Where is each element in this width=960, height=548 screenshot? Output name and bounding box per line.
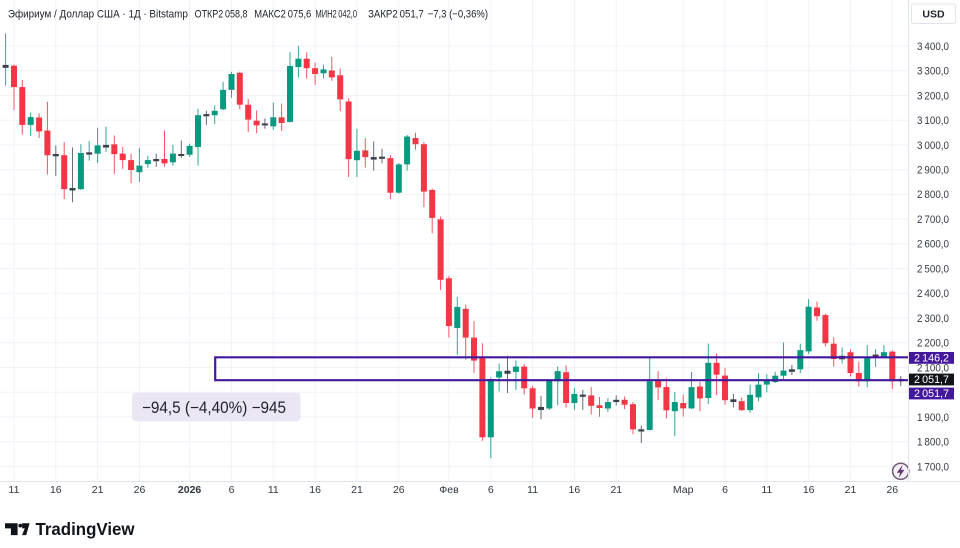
svg-text:2 900,0: 2 900,0 xyxy=(917,165,949,177)
svg-text:16: 16 xyxy=(569,484,581,496)
svg-text:3 300,0: 3 300,0 xyxy=(917,66,949,78)
svg-text:21: 21 xyxy=(351,484,363,496)
svg-text:21: 21 xyxy=(845,484,857,496)
svg-text:2 051,7: 2 051,7 xyxy=(914,388,949,400)
svg-text:11: 11 xyxy=(761,484,772,496)
svg-text:2 400,0: 2 400,0 xyxy=(917,288,949,300)
svg-text:Мар: Мар xyxy=(673,484,694,496)
svg-text:−7,3 (−0,36%): −7,3 (−0,36%) xyxy=(428,9,488,21)
svg-text:1 700,0: 1 700,0 xyxy=(917,461,949,473)
svg-text:Эфириум / Доллар США · 1Д · Bi: Эфириум / Доллар США · 1Д · Bitstamp xyxy=(8,9,188,21)
svg-text:6: 6 xyxy=(229,484,235,496)
svg-text:16: 16 xyxy=(309,484,321,496)
svg-text:11: 11 xyxy=(268,484,279,496)
svg-text:6: 6 xyxy=(722,484,728,496)
svg-text:TradingView: TradingView xyxy=(36,519,135,539)
svg-text:16: 16 xyxy=(803,484,815,496)
svg-text:ОТКР2 058,8: ОТКР2 058,8 xyxy=(195,9,248,21)
svg-text:2 600,0: 2 600,0 xyxy=(917,239,949,251)
svg-text:2 300,0: 2 300,0 xyxy=(917,313,949,325)
svg-text:2 700,0: 2 700,0 xyxy=(917,214,949,226)
svg-text:2 500,0: 2 500,0 xyxy=(917,264,949,276)
svg-text:11: 11 xyxy=(527,484,538,496)
svg-text:USD: USD xyxy=(922,9,945,21)
svg-text:МИН2 042,0: МИН2 042,0 xyxy=(316,9,358,21)
svg-text:2026: 2026 xyxy=(178,484,202,496)
svg-text:Фев: Фев xyxy=(439,484,459,496)
svg-text:2 200,0: 2 200,0 xyxy=(917,338,949,350)
svg-text:21: 21 xyxy=(92,484,104,496)
svg-text:2 100,0: 2 100,0 xyxy=(917,362,949,374)
svg-text:1 800,0: 1 800,0 xyxy=(917,437,949,449)
svg-text:21: 21 xyxy=(610,484,622,496)
svg-text:1 900,0: 1 900,0 xyxy=(917,412,949,424)
svg-text:16: 16 xyxy=(50,484,62,496)
svg-text:2 051,7: 2 051,7 xyxy=(914,374,949,386)
svg-text:−94,5 (−4,40%) −945: −94,5 (−4,40%) −945 xyxy=(142,399,286,417)
svg-text:3 100,0: 3 100,0 xyxy=(917,115,949,127)
svg-text:МАКС2 075,6: МАКС2 075,6 xyxy=(254,9,311,21)
svg-text:ЗАКР2 051,7: ЗАКР2 051,7 xyxy=(368,9,424,21)
svg-text:11: 11 xyxy=(9,484,20,496)
svg-text:26: 26 xyxy=(134,484,146,496)
svg-text:3 400,0: 3 400,0 xyxy=(917,41,949,53)
svg-text:2 800,0: 2 800,0 xyxy=(917,189,949,201)
svg-text:6: 6 xyxy=(488,484,494,496)
svg-text:26: 26 xyxy=(886,484,898,496)
svg-text:3 200,0: 3 200,0 xyxy=(917,90,949,102)
svg-text:2 146,2: 2 146,2 xyxy=(914,352,949,364)
svg-text:26: 26 xyxy=(393,484,405,496)
svg-text:3 000,0: 3 000,0 xyxy=(917,140,949,152)
